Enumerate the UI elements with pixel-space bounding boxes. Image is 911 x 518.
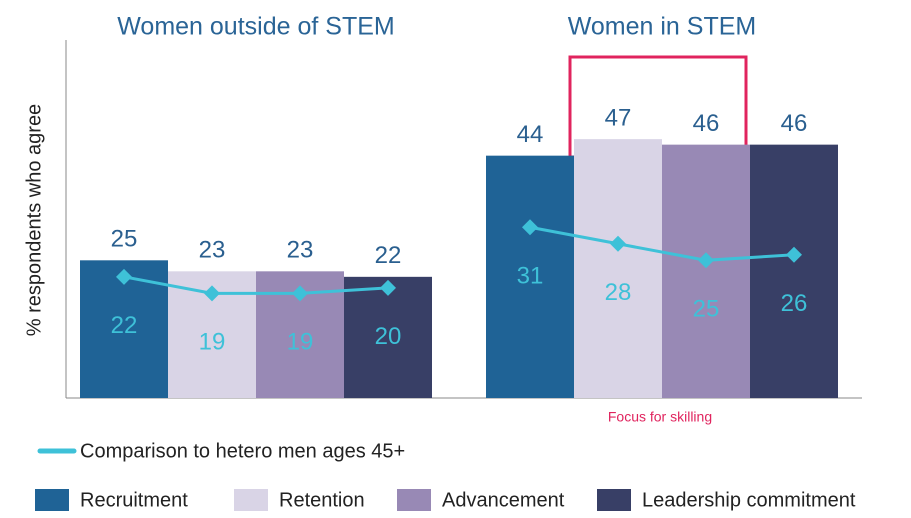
comparison-label: 26 (781, 290, 808, 317)
legend-swatch (234, 489, 268, 511)
annotation: Focus for skilling (608, 409, 712, 425)
legend-label: Comparison to hetero men ages 45+ (80, 440, 405, 462)
legend-label: Advancement (442, 489, 565, 511)
value-label: 22 (375, 242, 402, 269)
legend-swatch (397, 489, 431, 511)
legend-swatch (597, 489, 631, 511)
comparison-marker (786, 246, 802, 263)
legend-label: Leadership commitment (642, 489, 856, 511)
bar (344, 276, 432, 398)
comparison-line (123, 275, 389, 295)
comparison-marker (204, 285, 220, 302)
legend-label: Retention (279, 489, 365, 511)
comparison-marker (610, 235, 626, 252)
comparison-label: 22 (111, 312, 138, 339)
comparison-marker (116, 268, 132, 285)
value-label: 46 (693, 110, 720, 137)
value-label: 25 (111, 226, 138, 253)
comparison-label: 20 (375, 323, 402, 350)
group-title: Women outside of STEM (117, 13, 394, 41)
comparison-marker (292, 285, 308, 302)
group-title: Women in STEM (568, 13, 756, 41)
comparison-label: 25 (693, 296, 720, 323)
bar (486, 155, 574, 398)
value-label: 46 (781, 110, 808, 137)
legend-label: Recruitment (80, 489, 188, 511)
comparison-line (529, 225, 795, 262)
bar (662, 144, 750, 398)
comparison-marker (522, 219, 538, 236)
comparison-label: 19 (199, 329, 226, 356)
comparison-label: 31 (517, 263, 544, 290)
comparison-label: 19 (287, 329, 314, 356)
comparison-marker (380, 279, 396, 296)
bar (750, 144, 838, 398)
y-axis-label: % respondents who agree (23, 104, 45, 336)
value-label: 47 (605, 104, 632, 131)
comparison-label: 28 (605, 279, 632, 306)
value-label: 23 (199, 237, 226, 264)
legend-swatch (35, 489, 69, 511)
bar (574, 139, 662, 398)
value-label: 44 (517, 121, 544, 148)
comparison-marker (698, 252, 714, 269)
value-label: 23 (287, 237, 314, 264)
